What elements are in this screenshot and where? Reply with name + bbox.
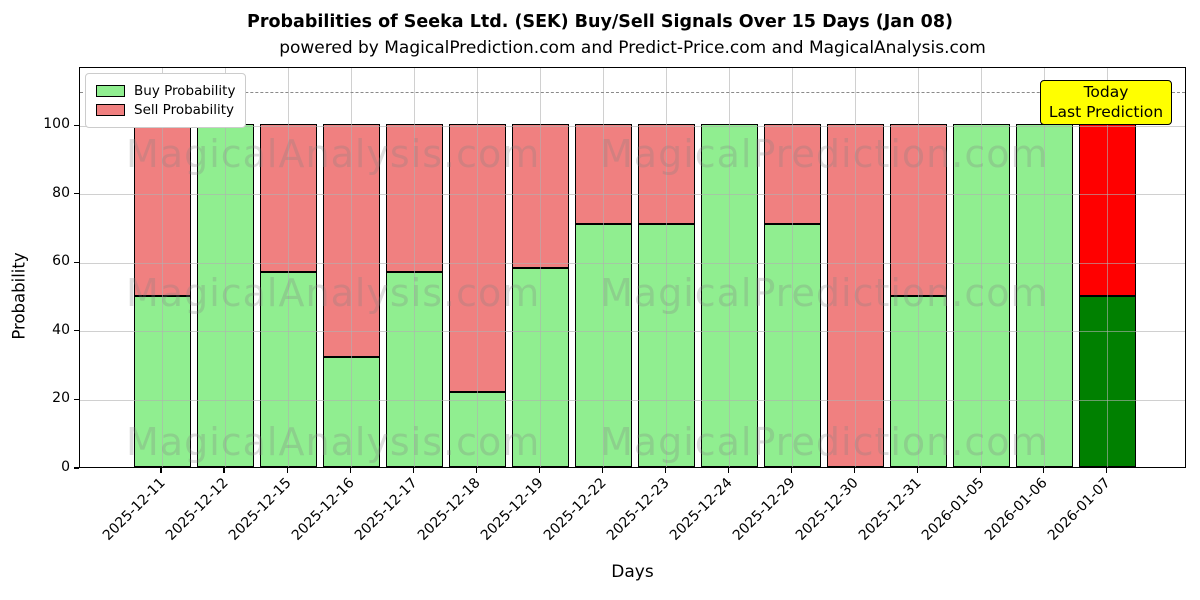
vertical-gridline [602, 68, 604, 467]
x-tick-mark [727, 468, 730, 473]
x-tick-mark [980, 468, 982, 473]
y-tick-label: 20 [52, 390, 70, 407]
x-tick-mark [286, 468, 288, 473]
legend-label: Buy Probability [134, 83, 236, 99]
y-tick-mark [74, 193, 79, 195]
watermark-text: MagicalPrediction.com [600, 420, 1049, 464]
x-tick-label-text: 2025-12-19 [477, 475, 547, 544]
x-tick-label-text: 2025-12-30 [793, 475, 862, 544]
x-tick-mark [601, 468, 603, 473]
y-tick-mark [74, 261, 79, 263]
horizontal-gridline [80, 262, 1185, 264]
x-tick-label-text: 2025-12-18 [414, 475, 484, 544]
vertical-gridline [1107, 68, 1109, 467]
horizontal-gridline [80, 331, 1185, 333]
vertical-gridline [413, 68, 415, 467]
legend-item-sell: Sell Probability [96, 102, 235, 118]
y-tick-mark [74, 467, 79, 469]
vertical-gridline [224, 68, 226, 467]
x-tick-label-text: 2025-12-22 [540, 475, 610, 544]
x-tick-mark [160, 468, 162, 473]
vertical-gridline [476, 68, 478, 467]
x-tick-label-text: 2025-12-31 [856, 475, 925, 544]
chart-subtitle: powered by MagicalPrediction.com and Pre… [279, 38, 986, 58]
legend-label: Sell Probability [134, 102, 235, 118]
annotation-line1: Today [1083, 83, 1129, 101]
legend-item-buy: Buy Probability [96, 83, 235, 99]
watermark-text: MagicalPrediction.com [600, 271, 1049, 315]
horizontal-gridline [80, 399, 1185, 401]
y-tick-label: 0 [61, 459, 70, 475]
x-tick-label-text: 2026-01-05 [919, 475, 988, 544]
vertical-gridline [855, 68, 857, 467]
vertical-gridline [981, 68, 983, 467]
x-tick-mark [223, 468, 225, 473]
annotation-line2: Last Prediction [1048, 103, 1164, 121]
x-tick-label-text: 2025-12-11 [99, 475, 169, 544]
vertical-gridline [350, 68, 352, 467]
y-tick-label: 40 [52, 321, 70, 338]
x-tick-label-text: 2025-12-16 [288, 475, 358, 544]
x-tick-mark [538, 468, 540, 473]
x-tick-mark [1043, 468, 1045, 473]
x-tick-mark [790, 468, 793, 473]
vertical-gridline [792, 68, 793, 467]
x-tick-label-text: 2025-12-17 [351, 475, 421, 544]
x-tick-label-text: 2025-12-24 [666, 475, 736, 544]
horizontal-gridline [80, 125, 1185, 127]
vertical-gridline [1044, 68, 1046, 467]
vertical-gridline [665, 68, 667, 467]
sell-color-swatch [96, 104, 125, 116]
x-tick-label-text: 2025-12-29 [729, 475, 799, 544]
x-tick-label-text: 2025-12-12 [162, 475, 232, 544]
chart-title: Probabilities of Seeka Ltd. (SEK) Buy/Se… [247, 12, 953, 32]
buy-color-swatch [96, 85, 125, 97]
legend: Buy Probability Sell Probability [85, 73, 247, 128]
x-axis-label: Days [611, 562, 654, 582]
y-tick-mark [74, 124, 79, 126]
watermark-text: MagicalAnalysis.com [126, 420, 541, 464]
y-tick-label: 80 [52, 184, 70, 201]
y-tick-mark [74, 330, 79, 332]
x-tick-mark [412, 468, 414, 473]
vertical-gridline [287, 68, 289, 467]
y-axis-label: Probability [9, 252, 29, 340]
vertical-gridline [728, 68, 730, 467]
y-tick-label: 100 [43, 116, 70, 133]
x-tick-mark [853, 468, 856, 473]
vertical-gridline [161, 68, 163, 467]
x-tick-mark [664, 468, 666, 473]
x-tick-mark [349, 468, 351, 473]
x-tick-label-text: 2025-12-15 [225, 475, 295, 544]
today-annotation: Today Last Prediction [1040, 80, 1172, 125]
x-tick-mark [475, 468, 477, 473]
vertical-gridline [918, 68, 920, 467]
watermark-text: MagicalPrediction.com [600, 132, 1049, 176]
dashed-threshold-line [80, 91, 1185, 93]
x-tick-mark [1106, 468, 1108, 473]
plot-area: Buy Probability Sell Probability Today L… [79, 67, 1186, 468]
watermark-text: MagicalAnalysis.com [126, 271, 541, 315]
x-tick-mark [917, 468, 919, 473]
horizontal-gridline [80, 194, 1185, 196]
watermark-text: MagicalAnalysis.com [126, 132, 541, 176]
x-tick-label-text: 2025-12-23 [603, 475, 673, 544]
x-tick-label-text: 2026-01-06 [982, 475, 1052, 544]
x-tick-label-text: 2026-01-07 [1045, 475, 1115, 544]
vertical-gridline [539, 68, 541, 467]
y-tick-mark [74, 398, 79, 401]
y-tick-label: 60 [52, 253, 70, 270]
